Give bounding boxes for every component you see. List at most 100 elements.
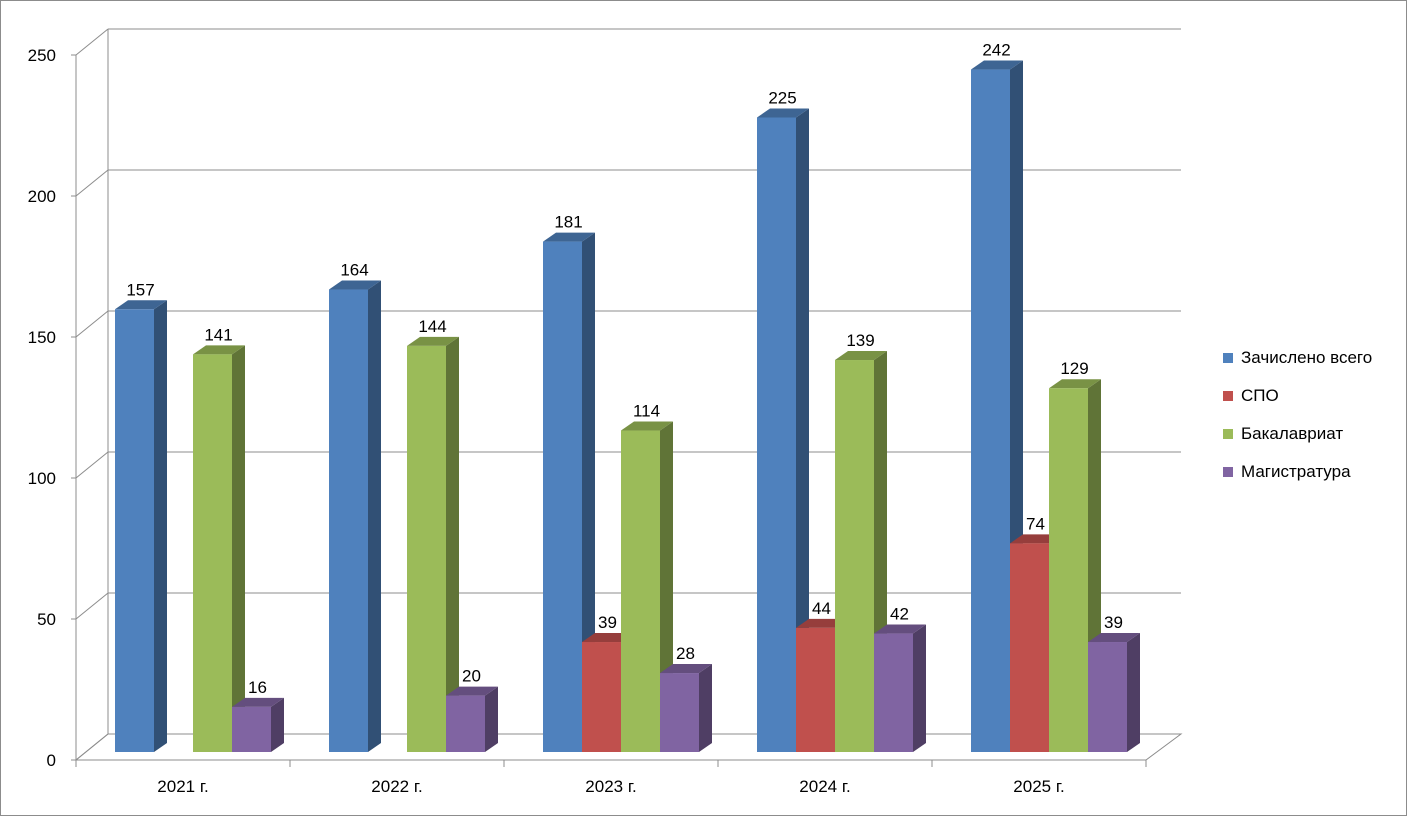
legend-item-spo: СПО (1223, 377, 1403, 415)
data-label: 39 (598, 613, 617, 632)
bar (407, 336, 459, 752)
data-label: 114 (633, 402, 660, 421)
y-tick-label: 100 (28, 469, 56, 488)
data-labels: 157 141 16 164 144 20 181 39 114 28 225 44 139 42 242 7… (126, 41, 1123, 697)
legend-swatch-master (1223, 467, 1233, 477)
bar-top (835, 351, 887, 361)
legend-item-master: Магистратура (1223, 453, 1403, 491)
y-tick-label: 0 (47, 751, 56, 770)
data-label: 44 (812, 599, 831, 618)
legend-swatch-bachelor (1223, 429, 1233, 439)
data-label: 181 (554, 213, 582, 232)
bar-side (271, 697, 284, 752)
data-label: 225 (768, 89, 796, 108)
legend-item-total: Зачислено всего (1223, 339, 1403, 377)
bar-front (1049, 388, 1088, 752)
bar-front (660, 673, 699, 752)
bar-front (757, 117, 796, 752)
legend-item-bachelor: Бакалавриат (1223, 415, 1403, 453)
bar-top (232, 697, 284, 707)
bar-side (582, 232, 595, 752)
bar (621, 421, 673, 752)
data-label: 74 (1026, 514, 1045, 533)
gridline-side-200 (75, 169, 109, 197)
bar (329, 280, 381, 752)
bar-front (543, 241, 582, 752)
bar-front (796, 627, 835, 752)
y-tick-label: 150 (28, 328, 56, 347)
bar-front (621, 430, 660, 752)
bar-front (874, 633, 913, 752)
bar-side (485, 686, 498, 752)
data-label: 20 (462, 667, 481, 686)
bar-side (699, 664, 712, 752)
bar-top (757, 108, 809, 118)
bar (660, 664, 712, 752)
bar-top (660, 664, 712, 674)
legend-label: Бакалавриат (1241, 424, 1344, 443)
bar-front (232, 706, 271, 752)
data-label: 157 (126, 280, 154, 299)
bar-side (913, 624, 926, 752)
legend-label: СПО (1241, 386, 1279, 405)
bar-front (446, 695, 485, 752)
bar-top (407, 336, 459, 346)
x-tick-label: 2024 г. (799, 777, 850, 796)
bar-top (1049, 379, 1101, 389)
bar-top (329, 280, 381, 290)
bar-front (407, 345, 446, 752)
bar-side (154, 300, 167, 752)
data-label: 144 (418, 317, 446, 336)
bar (543, 232, 595, 752)
legend-swatch-spo (1223, 391, 1233, 401)
data-label: 164 (340, 261, 368, 280)
bar-top (1088, 633, 1140, 643)
bar-top (193, 345, 245, 355)
gridline-side-100 (75, 451, 109, 479)
bar-front (582, 642, 621, 752)
data-label: 28 (676, 644, 695, 663)
bar-side (446, 336, 459, 752)
bar-side (232, 345, 245, 752)
data-label: 139 (846, 331, 874, 350)
bar (757, 108, 809, 752)
bar-front (115, 309, 154, 752)
x-tick-label: 2025 г. (1013, 777, 1064, 796)
y-tick-label: 200 (28, 187, 56, 206)
bar-front (1010, 543, 1049, 752)
bars (115, 60, 1140, 753)
bar (1088, 633, 1140, 752)
bar-front (835, 360, 874, 752)
bar-top (874, 624, 926, 634)
bar-side (368, 280, 381, 752)
y-tick-label: 50 (37, 610, 56, 629)
bar-top (621, 421, 673, 431)
bar-front (193, 354, 232, 752)
x-tick-label: 2023 г. (585, 777, 636, 796)
bar (874, 624, 926, 752)
data-label: 129 (1060, 359, 1088, 378)
gridline-side-50 (75, 592, 109, 620)
bar-top (115, 300, 167, 310)
bar (115, 300, 167, 752)
bar-front (329, 289, 368, 752)
data-label: 242 (982, 41, 1010, 60)
data-label: 39 (1104, 613, 1123, 632)
gridline-side-250 (75, 28, 109, 56)
x-tick-label: 2021 г. (157, 777, 208, 796)
legend-swatch-total (1223, 353, 1233, 363)
legend-label: Зачислено всего (1241, 348, 1373, 367)
bar-front (971, 69, 1010, 752)
bar-front (1088, 642, 1127, 752)
data-label: 141 (204, 325, 232, 344)
legend: Зачислено всего СПО Бакалавриат Магистра… (1223, 339, 1403, 491)
x-tick-label: 2022 г. (371, 777, 422, 796)
bar-top (543, 232, 595, 242)
bar-top (971, 60, 1023, 70)
bar-side (796, 108, 809, 752)
data-label: 42 (890, 605, 909, 624)
gridline-side-150 (75, 310, 109, 338)
legend-label: Магистратура (1241, 462, 1351, 481)
